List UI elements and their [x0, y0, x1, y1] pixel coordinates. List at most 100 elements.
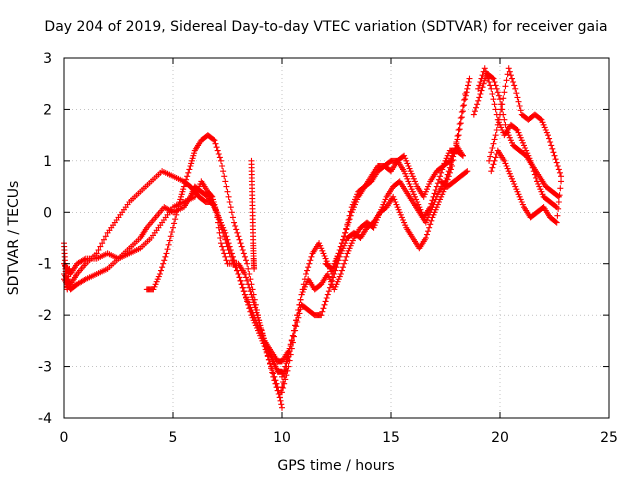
data-point — [510, 79, 517, 85]
data-point — [502, 83, 509, 90]
data-point — [305, 264, 312, 271]
data-point — [475, 85, 482, 92]
data-point — [299, 286, 306, 293]
data-point — [297, 296, 304, 303]
data-point — [189, 155, 196, 162]
data-point — [503, 77, 510, 84]
data-point — [176, 199, 183, 205]
y-tick-label: -1 — [38, 257, 52, 273]
data-point — [284, 354, 291, 361]
data-point — [425, 183, 432, 190]
data-point — [248, 307, 255, 313]
data-point — [295, 307, 302, 313]
data-point — [478, 75, 485, 82]
data-point — [304, 267, 311, 274]
data-point — [516, 132, 523, 139]
data-point — [265, 356, 272, 363]
data-point — [319, 308, 326, 315]
data-point — [293, 323, 300, 330]
data-point — [423, 186, 430, 193]
y-tick-label: 0 — [43, 205, 52, 221]
data-point — [243, 274, 250, 281]
data-point — [158, 267, 165, 274]
data-point — [318, 245, 325, 252]
data-point — [475, 97, 482, 104]
data-point — [558, 178, 565, 185]
data-point — [293, 317, 300, 324]
data-point — [252, 301, 259, 308]
data-point — [216, 219, 223, 226]
data-point — [222, 178, 229, 185]
data-point — [538, 188, 545, 195]
data-point — [538, 116, 545, 123]
data-point — [518, 199, 525, 205]
data-point — [289, 332, 296, 339]
data-point — [403, 157, 410, 164]
data-point — [516, 103, 523, 109]
data-point — [465, 82, 472, 89]
data-point — [493, 127, 500, 133]
data-point — [178, 191, 185, 198]
data-point — [257, 322, 264, 329]
data-point — [187, 163, 194, 169]
data-point — [482, 68, 489, 75]
data-point — [445, 158, 452, 165]
data-point — [219, 243, 226, 250]
data-point — [492, 106, 499, 113]
data-point — [346, 245, 353, 252]
data-point — [428, 217, 435, 224]
data-point — [334, 278, 341, 285]
data-point — [437, 196, 444, 203]
data-point — [336, 247, 343, 253]
data-point — [344, 223, 351, 229]
data-point — [172, 216, 179, 223]
data-point — [519, 201, 526, 208]
data-point — [258, 326, 265, 333]
data-point — [531, 171, 538, 178]
data-point — [281, 367, 288, 373]
data-point — [529, 164, 536, 171]
data-point — [504, 165, 511, 172]
data-point — [456, 121, 463, 127]
data-point — [437, 173, 444, 180]
data-point — [478, 87, 485, 94]
data-point — [235, 271, 242, 277]
data-point — [268, 365, 275, 372]
data-point — [279, 389, 285, 396]
data-point — [422, 188, 429, 195]
data-point — [494, 121, 501, 128]
data-point — [393, 201, 400, 208]
data-point — [220, 168, 227, 175]
data-point — [507, 137, 514, 144]
x-tick-label: 10 — [273, 430, 291, 446]
data-point — [381, 199, 388, 205]
data-point — [344, 250, 351, 257]
data-point — [260, 335, 267, 342]
data-point — [473, 104, 480, 111]
data-point — [407, 168, 414, 175]
data-point — [463, 169, 470, 175]
data-point — [225, 247, 232, 253]
data-point — [518, 137, 525, 144]
data-point — [240, 288, 247, 295]
data-point — [161, 257, 168, 264]
data-point — [459, 152, 466, 159]
data-point — [276, 394, 283, 401]
data-point — [524, 150, 531, 157]
data-point — [556, 169, 563, 176]
data-point — [154, 276, 161, 283]
data-point — [411, 193, 418, 200]
data-point — [233, 226, 240, 233]
data-point — [342, 257, 349, 264]
data-point — [422, 219, 429, 226]
data-point — [222, 236, 229, 243]
data-point — [445, 173, 452, 180]
data-point — [328, 281, 335, 288]
data-point — [410, 191, 417, 198]
data-point — [302, 271, 309, 277]
data-point — [458, 109, 465, 115]
data-point — [298, 291, 305, 298]
data-point — [433, 183, 440, 190]
data-point — [414, 199, 421, 205]
data-point — [508, 175, 515, 182]
